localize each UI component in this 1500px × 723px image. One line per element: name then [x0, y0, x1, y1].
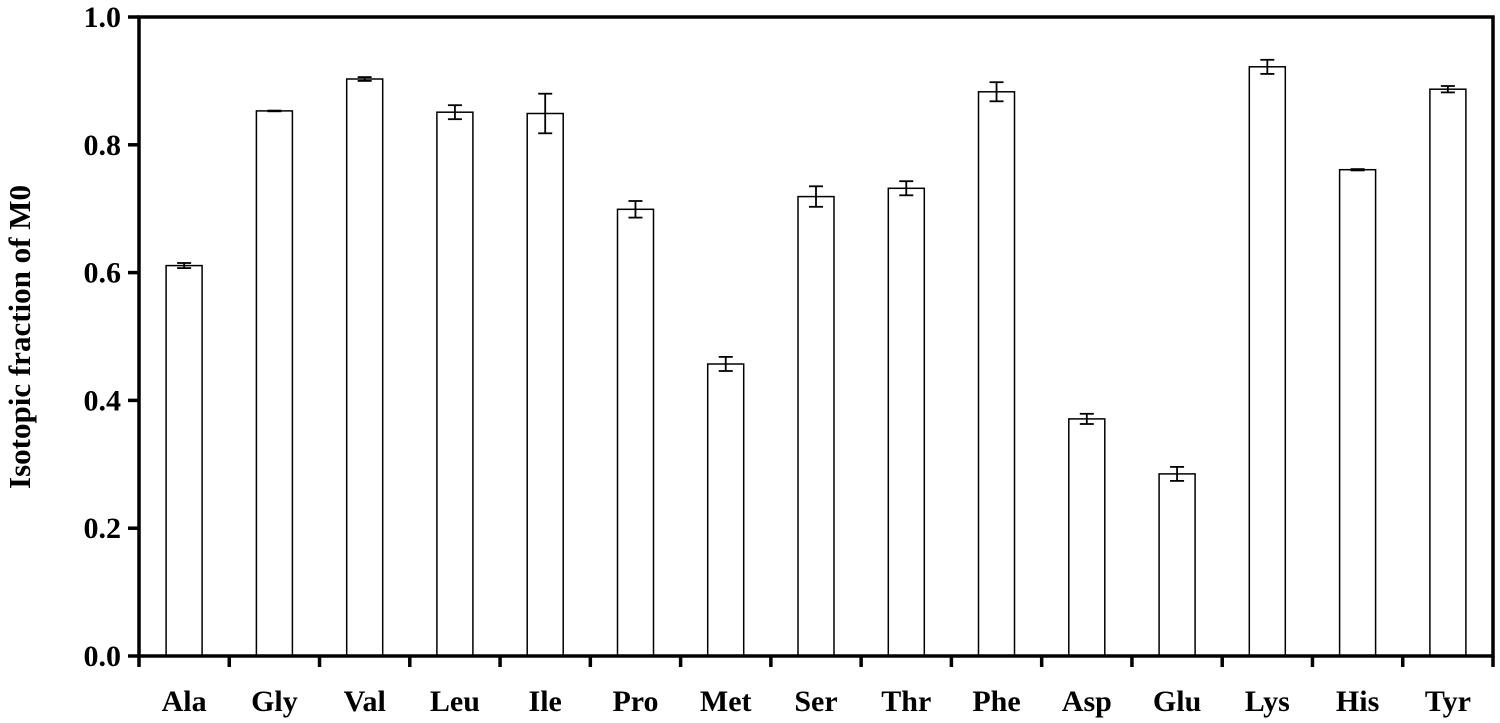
error-bar-phe	[989, 81, 1004, 103]
error-bar-glu	[1170, 465, 1185, 482]
bar-glu	[1158, 473, 1196, 657]
x-tick-label-ile: Ile	[529, 685, 562, 718]
error-bar-ala	[177, 262, 192, 270]
x-tick-label-lys: Lys	[1245, 685, 1290, 718]
x-tick-label-thr: Thr	[881, 685, 931, 718]
x-tick-label-gly: Gly	[251, 685, 298, 718]
error-bar-ile	[538, 92, 553, 135]
x-tick-label-asp: Asp	[1062, 685, 1112, 718]
labels-layer: Ala Gly Val Leu Ile Pro Met Ser Thr Phe Asp Glu Lys H…	[84, 1, 1471, 718]
error-bar-asp	[1079, 412, 1094, 425]
bar-gly	[255, 110, 294, 657]
x-tick-label-his: His	[1336, 685, 1379, 718]
bar-lys	[1248, 66, 1287, 657]
error-bar-val	[357, 76, 372, 82]
bar-ser	[797, 195, 835, 657]
bar-met	[706, 363, 745, 657]
error-bar-lys	[1260, 58, 1275, 75]
error-bar-thr	[899, 180, 914, 197]
bar-asp	[1068, 418, 1106, 657]
error-bar-met	[718, 355, 733, 372]
error-bar-ser	[809, 185, 823, 208]
x-tick-label-tyr: Tyr	[1425, 685, 1471, 718]
error-bars-layer	[177, 58, 1455, 482]
x-tick-label-phe: Phe	[972, 685, 1020, 718]
x-tick-label-val: Val	[344, 685, 386, 718]
plot-frame	[137, 15, 1495, 658]
axes-layer	[128, 15, 1495, 667]
x-tick-label-ser: Ser	[794, 685, 837, 718]
error-bar-gly	[267, 109, 282, 113]
bar-val	[345, 78, 384, 657]
error-bar-leu	[447, 104, 462, 121]
x-tick-label-leu: Leu	[430, 685, 480, 718]
x-tick-label-ala: Ala	[162, 685, 207, 718]
y-tick-label: 0.2	[84, 512, 122, 545]
error-bar-tyr	[1440, 85, 1455, 94]
bar-tyr	[1429, 88, 1467, 657]
bar-thr	[887, 187, 926, 657]
bar-phe	[977, 91, 1016, 657]
bar-leu	[436, 111, 474, 657]
x-tick-label-glu: Glu	[1153, 685, 1201, 718]
bars-layer	[165, 66, 1467, 657]
y-tick-label: 0.0	[84, 640, 122, 673]
y-axis-title: Isotopic fraction of M0	[2, 185, 37, 489]
error-bar-pro	[628, 200, 643, 219]
y-tick-label: 0.6	[84, 257, 122, 290]
bar-his	[1338, 168, 1377, 657]
bar-ile	[526, 112, 564, 657]
x-tick-label-pro: Pro	[612, 685, 658, 718]
x-tick-label-met: Met	[700, 685, 752, 718]
y-tick-label: 0.4	[84, 384, 122, 417]
error-bar-his	[1350, 168, 1365, 172]
y-tick-label: 0.8	[84, 129, 122, 162]
bar-ala	[165, 264, 203, 657]
bar-pro	[616, 208, 655, 657]
y-tick-label: 1.0	[84, 1, 122, 34]
